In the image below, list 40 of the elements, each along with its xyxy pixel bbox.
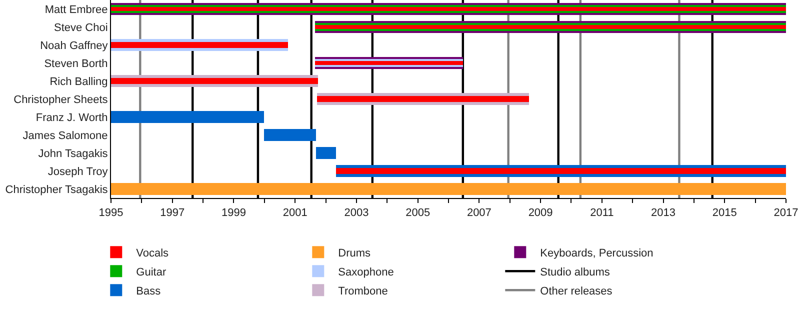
- y-tick-label: Joseph Troy: [48, 166, 108, 178]
- x-tick-label: 2013: [651, 207, 676, 220]
- x-tick-label: 2009: [528, 207, 553, 220]
- x-tick-label: 2015: [712, 207, 737, 220]
- bar: [111, 183, 786, 195]
- bar: [111, 42, 288, 48]
- y-tick-label: James Salomone: [22, 130, 108, 142]
- legend-label: Saxophone: [338, 266, 394, 278]
- y-tick-label: Rich Balling: [50, 76, 108, 88]
- y-tick-label: Steve Choi: [54, 22, 108, 34]
- legend-label: Guitar: [136, 266, 166, 278]
- bar: [111, 111, 264, 123]
- legend-label: Bass: [136, 285, 162, 298]
- x-tick-label: 2011: [590, 207, 614, 220]
- bar: [336, 168, 786, 174]
- x-tick-label: 1995: [98, 207, 124, 220]
- y-tick-label: Noah Gaffney: [40, 40, 108, 52]
- y-tick-label: Christopher Tsagakis: [5, 184, 108, 196]
- x-tick-label: 1997: [160, 207, 185, 220]
- y-tick-label: Matt Embree: [44, 4, 108, 16]
- legend-label: Keyboards, Percussion: [540, 247, 654, 260]
- x-tick-label: 2001: [282, 207, 308, 220]
- y-tick-label: Franz J. Worth: [36, 112, 108, 124]
- y-tick-label: John Tsagakis: [38, 148, 108, 160]
- y-tick-label: Christopher Sheets: [14, 94, 108, 106]
- x-tick-label: 1999: [221, 207, 246, 220]
- x-tick-label: 2003: [344, 207, 369, 220]
- legend-label: Other releases: [540, 285, 613, 298]
- bar: [264, 129, 316, 141]
- legend-label: Studio albums: [540, 266, 610, 278]
- legend-label: Drums: [338, 247, 372, 260]
- x-tick-label: 2007: [466, 207, 492, 220]
- bar: [316, 147, 336, 159]
- x-tick-label: 2017: [774, 207, 798, 220]
- x-tick-label: 2005: [406, 207, 430, 220]
- bar: [317, 96, 529, 102]
- legend-label: Vocals: [136, 247, 170, 260]
- bar: [111, 78, 318, 84]
- y-tick-label: Steven Borth: [44, 58, 108, 70]
- legend-label: Trombone: [338, 285, 388, 298]
